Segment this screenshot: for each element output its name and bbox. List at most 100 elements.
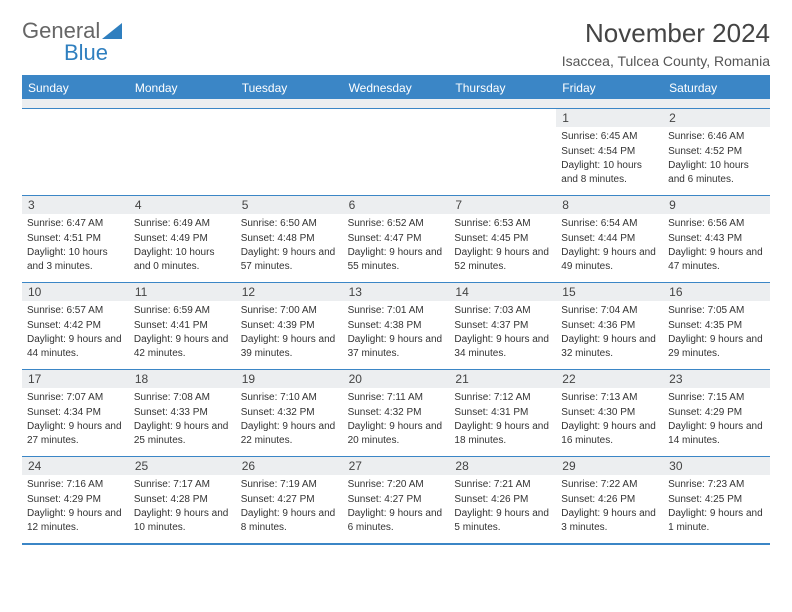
sunset-text: Sunset: 4:33 PM (134, 406, 231, 420)
sunrise-text: Sunrise: 7:23 AM (668, 478, 765, 492)
day-cell-empty (129, 109, 236, 195)
daylight-text: Daylight: 9 hours and 29 minutes. (668, 333, 765, 360)
weekday-saturday: Saturday (663, 77, 770, 99)
day-details: Sunrise: 7:20 AMSunset: 4:27 PMDaylight:… (343, 475, 450, 538)
day-number: 20 (343, 370, 450, 388)
daylight-text: Daylight: 10 hours and 8 minutes. (561, 159, 658, 186)
day-number: 17 (22, 370, 129, 388)
day-number: 29 (556, 457, 663, 475)
sunset-text: Sunset: 4:45 PM (454, 232, 551, 246)
sunrise-text: Sunrise: 6:53 AM (454, 217, 551, 231)
day-details: Sunrise: 7:23 AMSunset: 4:25 PMDaylight:… (663, 475, 770, 538)
day-cell: 26Sunrise: 7:19 AMSunset: 4:27 PMDayligh… (236, 457, 343, 543)
blank-row (22, 99, 770, 109)
day-cell: 7 Sunrise: 6:53 AMSunset: 4:45 PMDaylight… (449, 196, 556, 282)
daylight-text: Daylight: 9 hours and 55 minutes. (348, 246, 445, 273)
sunset-text: Sunset: 4:37 PM (454, 319, 551, 333)
day-details: Sunrise: 7:07 AMSunset: 4:34 PMDaylight:… (22, 388, 129, 451)
sunset-text: Sunset: 4:39 PM (241, 319, 338, 333)
day-number: 5 (236, 196, 343, 214)
sunrise-text: Sunrise: 7:11 AM (348, 391, 445, 405)
day-cell: 17Sunrise: 7:07 AMSunset: 4:34 PMDayligh… (22, 370, 129, 456)
day-number: 18 (129, 370, 236, 388)
sunrise-text: Sunrise: 7:01 AM (348, 304, 445, 318)
sunset-text: Sunset: 4:29 PM (27, 493, 124, 507)
sunset-text: Sunset: 4:34 PM (27, 406, 124, 420)
day-number: 24 (22, 457, 129, 475)
week-row: 10Sunrise: 6:57 AMSunset: 4:42 PMDayligh… (22, 283, 770, 370)
daylight-text: Daylight: 9 hours and 22 minutes. (241, 420, 338, 447)
day-details: Sunrise: 7:01 AMSunset: 4:38 PMDaylight:… (343, 301, 450, 364)
day-cell: 3Sunrise: 6:47 AMSunset: 4:51 PMDaylight… (22, 196, 129, 282)
day-cell: 4Sunrise: 6:49 AMSunset: 4:49 PMDaylight… (129, 196, 236, 282)
day-details: Sunrise: 7:22 AMSunset: 4:26 PMDaylight:… (556, 475, 663, 538)
sunrise-text: Sunrise: 6:45 AM (561, 130, 658, 144)
sunrise-text: Sunrise: 7:13 AM (561, 391, 658, 405)
day-cell-empty (343, 109, 450, 195)
day-number: 4 (129, 196, 236, 214)
weekday-monday: Monday (129, 77, 236, 99)
daylight-text: Daylight: 9 hours and 27 minutes. (27, 420, 124, 447)
day-details: Sunrise: 6:54 AMSunset: 4:44 PMDaylight:… (556, 214, 663, 277)
sunset-text: Sunset: 4:47 PM (348, 232, 445, 246)
week-row: 24Sunrise: 7:16 AMSunset: 4:29 PMDayligh… (22, 457, 770, 543)
daylight-text: Daylight: 9 hours and 18 minutes. (454, 420, 551, 447)
sunrise-text: Sunrise: 7:15 AM (668, 391, 765, 405)
day-number: 7 (449, 196, 556, 214)
daylight-text: Daylight: 9 hours and 1 minute. (668, 507, 765, 534)
sunrise-text: Sunrise: 7:17 AM (134, 478, 231, 492)
day-cell: 30Sunrise: 7:23 AMSunset: 4:25 PMDayligh… (663, 457, 770, 543)
day-details: Sunrise: 6:52 AMSunset: 4:47 PMDaylight:… (343, 214, 450, 277)
day-details: Sunrise: 7:13 AMSunset: 4:30 PMDaylight:… (556, 388, 663, 451)
day-cell: 22Sunrise: 7:13 AMSunset: 4:30 PMDayligh… (556, 370, 663, 456)
day-cell: 19Sunrise: 7:10 AMSunset: 4:32 PMDayligh… (236, 370, 343, 456)
day-number: 1 (556, 109, 663, 127)
day-cell: 29Sunrise: 7:22 AMSunset: 4:26 PMDayligh… (556, 457, 663, 543)
day-cell: 25Sunrise: 7:17 AMSunset: 4:28 PMDayligh… (129, 457, 236, 543)
weekday-thursday: Thursday (449, 77, 556, 99)
sunset-text: Sunset: 4:44 PM (561, 232, 658, 246)
day-cell: 28Sunrise: 7:21 AMSunset: 4:26 PMDayligh… (449, 457, 556, 543)
day-details: Sunrise: 7:16 AMSunset: 4:29 PMDaylight:… (22, 475, 129, 538)
sunrise-text: Sunrise: 7:05 AM (668, 304, 765, 318)
daylight-text: Daylight: 9 hours and 16 minutes. (561, 420, 658, 447)
sunset-text: Sunset: 4:32 PM (241, 406, 338, 420)
day-cell: 13Sunrise: 7:01 AMSunset: 4:38 PMDayligh… (343, 283, 450, 369)
day-details: Sunrise: 7:05 AMSunset: 4:35 PMDaylight:… (663, 301, 770, 364)
day-details: Sunrise: 7:21 AMSunset: 4:26 PMDaylight:… (449, 475, 556, 538)
day-number: 13 (343, 283, 450, 301)
sunset-text: Sunset: 4:52 PM (668, 145, 765, 159)
sunrise-text: Sunrise: 7:03 AM (454, 304, 551, 318)
day-details: Sunrise: 6:50 AMSunset: 4:48 PMDaylight:… (236, 214, 343, 277)
day-cell: 10Sunrise: 6:57 AMSunset: 4:42 PMDayligh… (22, 283, 129, 369)
day-details: Sunrise: 6:59 AMSunset: 4:41 PMDaylight:… (129, 301, 236, 364)
day-cell: 5Sunrise: 6:50 AMSunset: 4:48 PMDaylight… (236, 196, 343, 282)
month-title: November 2024 (562, 18, 770, 49)
sunrise-text: Sunrise: 7:19 AM (241, 478, 338, 492)
day-cell-empty (22, 109, 129, 195)
day-cell: 12Sunrise: 7:00 AMSunset: 4:39 PMDayligh… (236, 283, 343, 369)
sunrise-text: Sunrise: 6:47 AM (27, 217, 124, 231)
sunset-text: Sunset: 4:38 PM (348, 319, 445, 333)
sunrise-text: Sunrise: 6:50 AM (241, 217, 338, 231)
sunset-text: Sunset: 4:51 PM (27, 232, 124, 246)
day-cell: 2Sunrise: 6:46 AMSunset: 4:52 PMDaylight… (663, 109, 770, 195)
day-number: 25 (129, 457, 236, 475)
sunrise-text: Sunrise: 6:54 AM (561, 217, 658, 231)
sunset-text: Sunset: 4:32 PM (348, 406, 445, 420)
sunrise-text: Sunrise: 6:52 AM (348, 217, 445, 231)
sunset-text: Sunset: 4:30 PM (561, 406, 658, 420)
brand-block: General Blue (22, 18, 122, 66)
sunrise-text: Sunrise: 6:56 AM (668, 217, 765, 231)
daylight-text: Daylight: 9 hours and 5 minutes. (454, 507, 551, 534)
daylight-text: Daylight: 9 hours and 57 minutes. (241, 246, 338, 273)
daylight-text: Daylight: 9 hours and 52 minutes. (454, 246, 551, 273)
daylight-text: Daylight: 9 hours and 44 minutes. (27, 333, 124, 360)
day-number: 11 (129, 283, 236, 301)
sunset-text: Sunset: 4:35 PM (668, 319, 765, 333)
sunrise-text: Sunrise: 7:22 AM (561, 478, 658, 492)
daylight-text: Daylight: 9 hours and 37 minutes. (348, 333, 445, 360)
day-number: 22 (556, 370, 663, 388)
brand-triangle-icon (102, 23, 122, 39)
day-cell-empty (449, 109, 556, 195)
